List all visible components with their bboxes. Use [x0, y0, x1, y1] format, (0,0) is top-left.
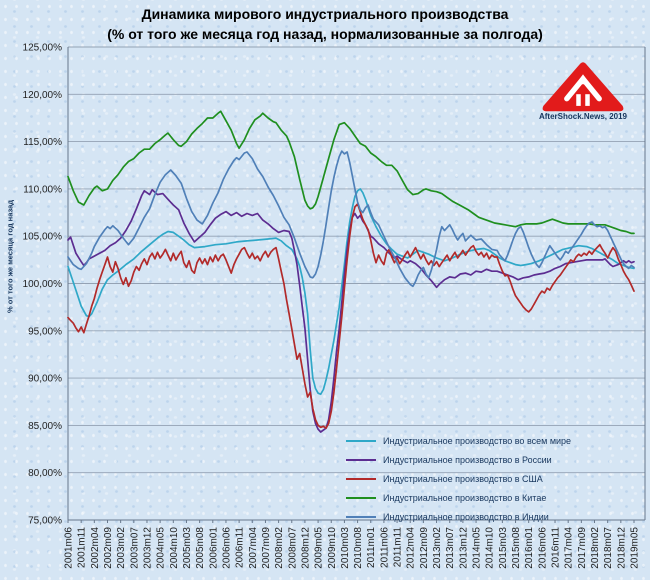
legend-label: Индустриальное производство в России — [383, 454, 552, 465]
y-tick-label: 115,00% — [23, 137, 62, 148]
legend-item-world: Индустриальное производство во всем мире — [346, 431, 571, 450]
y-tick-label: 125,00% — [23, 43, 63, 54]
legend-item-china: Индустриальное производство в Китае — [346, 488, 571, 507]
legend-label: Индустриальное производство в Китае — [383, 492, 547, 503]
x-tick-label: 2018m12 — [616, 527, 627, 569]
x-tick-label: 2011m11 — [393, 527, 404, 568]
x-tick-label: 2007m09 — [261, 527, 272, 569]
watermark-text: AfterShock.News, 2019 — [538, 112, 628, 121]
x-tick-label: 2016m11 — [551, 527, 562, 568]
x-tick-label: 2005m08 — [195, 527, 206, 569]
x-tick-label: 2011m06 — [379, 527, 390, 568]
legend-label: Индустриальное производство в Индии — [383, 511, 549, 522]
legend-item-russia: Индустриальное производство в России — [346, 450, 571, 469]
x-tick-label: 2006m06 — [221, 527, 232, 569]
x-tick-label: 2009m10 — [327, 527, 338, 569]
series-line-0 — [67, 188, 635, 396]
x-tick-label: 2006m11 — [235, 527, 246, 568]
x-tick-label: 2013m12 — [458, 527, 469, 569]
x-tick-label: 2005m03 — [182, 527, 193, 569]
y-tick-label: 85,00% — [28, 421, 62, 432]
x-tick-label: 2012m04 — [406, 527, 417, 569]
x-tick-label: 2013m07 — [445, 527, 456, 569]
x-tick-label: 2003m12 — [142, 527, 153, 569]
y-tick-label: 95,00% — [28, 326, 62, 337]
legend-line-swatch — [346, 515, 376, 518]
legend-item-india: Индустриальное производство в Индии — [346, 507, 571, 526]
series-line-1 — [67, 188, 635, 433]
series-line-4 — [67, 150, 635, 288]
legend-line-swatch — [346, 439, 376, 442]
x-tick-label: 2018m02 — [590, 527, 601, 569]
x-tick-label: 2008m12 — [300, 527, 311, 569]
logo-a-gap — [564, 74, 602, 102]
x-tick-label: 2003m07 — [129, 527, 140, 569]
logo-sha-slot — [576, 94, 581, 106]
x-tick-label: 2011m01 — [366, 527, 377, 568]
x-tick-label: 2016m01 — [524, 527, 535, 569]
legend-line-swatch — [346, 477, 376, 480]
x-tick-label: 2017m09 — [577, 527, 588, 569]
legend-line-swatch — [346, 496, 376, 499]
x-tick-label: 2018m07 — [603, 527, 614, 569]
x-tick-label: 2002m09 — [103, 527, 114, 569]
x-tick-label: 2006m01 — [208, 527, 219, 569]
x-tick-label: 2004m10 — [169, 527, 180, 569]
x-tick-label: 2009m05 — [314, 527, 325, 569]
chart-subtitle: (% от того же месяца год назад, нормализ… — [107, 26, 543, 42]
x-tick-label: 2012m09 — [419, 527, 430, 569]
x-tick-label: 2017m04 — [564, 527, 575, 569]
x-tick-label: 2013m02 — [432, 527, 443, 569]
x-tick-label: 2008m07 — [287, 527, 298, 569]
y-tick-label: 105,00% — [23, 232, 63, 243]
x-tick-label: 2016m06 — [537, 527, 548, 569]
legend: Индустриальное производство во всем мире… — [346, 431, 571, 526]
y-tick-label: 90,00% — [28, 374, 62, 385]
x-tick-label: 2004m05 — [156, 527, 167, 569]
x-tick-label: 2015m08 — [511, 527, 522, 569]
y-tick-label: 75,00% — [28, 516, 62, 527]
logo-triangle — [542, 62, 624, 112]
aftershock-logo — [537, 60, 629, 119]
y-tick-label: 100,00% — [23, 279, 63, 290]
y-tick-label: 80,00% — [28, 468, 62, 479]
x-tick-label: 2010m03 — [340, 527, 351, 569]
x-tick-label: 2015m03 — [498, 527, 509, 569]
x-tick-label: 2003m02 — [116, 527, 127, 569]
x-tick-label: 2007m04 — [248, 527, 259, 569]
x-tick-label: 2001m06 — [64, 527, 75, 569]
x-tick-label: 2008m02 — [274, 527, 285, 569]
x-tick-label: 2019m05 — [630, 527, 641, 569]
x-tick-label: 2010m08 — [353, 527, 364, 569]
legend-line-swatch — [346, 458, 376, 461]
y-tick-label: 120,00% — [23, 90, 63, 101]
y-tick-label: 110,00% — [23, 184, 62, 195]
x-tick-label: 2014m05 — [472, 527, 483, 569]
series-line-2 — [67, 203, 635, 430]
chart-title: Динамика мирового индустриального произв… — [141, 6, 509, 22]
x-tick-label: 2002m04 — [90, 527, 101, 569]
legend-label: Индустриальное производство во всем мире — [383, 435, 572, 446]
series-line-3 — [67, 110, 635, 235]
aftershock-logo-icon — [542, 62, 624, 112]
logo-sha-slot — [585, 94, 590, 106]
legend-item-usa: Индустриальное производство в США — [346, 469, 571, 488]
legend-label: Индустриальное производство в США — [383, 473, 543, 484]
x-tick-label: 2001m11 — [77, 527, 88, 568]
x-tick-label: 2014m10 — [485, 527, 496, 569]
